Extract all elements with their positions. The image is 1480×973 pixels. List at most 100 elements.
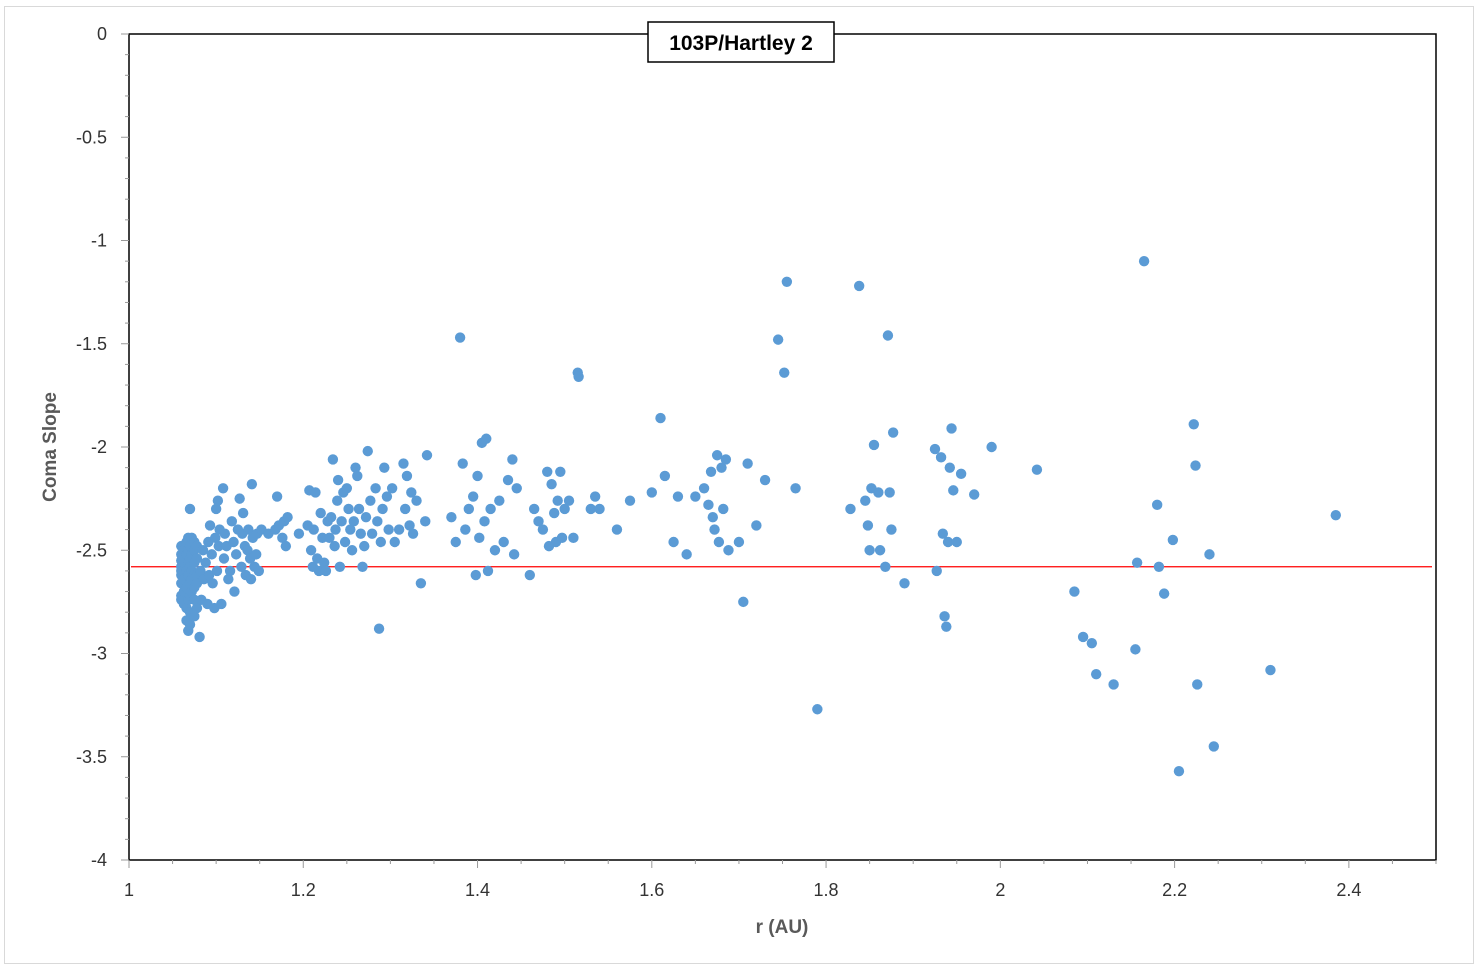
data-point	[655, 412, 666, 424]
data-point	[1158, 588, 1170, 599]
data-point	[194, 631, 205, 643]
data-point	[507, 454, 518, 465]
data-point	[375, 536, 387, 548]
data-point	[556, 532, 568, 544]
data-point	[308, 524, 319, 535]
y-tick-label: -3	[91, 644, 107, 664]
data-point	[400, 503, 411, 515]
data-point	[508, 549, 520, 560]
plot-area	[128, 33, 1437, 861]
data-point	[341, 483, 353, 494]
y-axis: 0 -0.5 -1 -1.5 -2 -2.5 -3 -3.5 -4	[76, 24, 129, 870]
x-tick-label: 1.6	[639, 880, 664, 900]
data-point	[1138, 255, 1150, 267]
chart-title-box: 103P/Hartley 2	[647, 21, 835, 63]
data-point	[365, 495, 376, 506]
data-point	[1130, 644, 1141, 655]
data-point	[759, 474, 771, 486]
data-point	[212, 495, 224, 506]
data-point	[498, 536, 509, 548]
data-point	[277, 532, 288, 544]
data-point	[624, 495, 636, 506]
data-point	[203, 569, 215, 581]
y-tick-label: -0.5	[76, 127, 107, 147]
data-point	[812, 704, 823, 715]
data-points	[176, 255, 1341, 777]
data-point	[709, 524, 720, 535]
data-point	[1265, 664, 1276, 676]
data-point	[479, 516, 490, 527]
data-point	[481, 433, 492, 444]
data-point	[711, 450, 723, 461]
data-point	[373, 623, 385, 634]
data-point	[224, 565, 236, 577]
data-point	[393, 524, 405, 535]
data-point	[568, 532, 579, 544]
x-tick-label: 2.2	[1162, 880, 1187, 900]
data-point	[310, 487, 321, 498]
data-point	[189, 611, 200, 622]
y-tick-label: -1.5	[76, 334, 107, 354]
data-point	[383, 524, 394, 535]
data-point	[546, 478, 557, 490]
data-point	[716, 462, 727, 473]
data-point	[271, 491, 283, 502]
data-point	[733, 536, 745, 548]
data-point	[489, 545, 501, 556]
data-point	[698, 483, 710, 494]
data-point	[467, 491, 479, 502]
data-point	[211, 565, 223, 577]
data-point	[200, 557, 211, 568]
x-tick-label: 1.2	[291, 880, 316, 900]
data-point	[781, 276, 793, 287]
data-point	[1173, 766, 1185, 777]
data-point	[386, 483, 398, 494]
data-point	[880, 561, 891, 572]
data-point	[720, 454, 732, 465]
data-point	[401, 470, 413, 482]
data-point	[228, 536, 239, 548]
data-point	[868, 439, 880, 451]
y-tick-label: -2	[91, 437, 107, 457]
data-point	[853, 280, 865, 292]
data-point	[305, 545, 317, 556]
data-point	[1069, 586, 1080, 597]
data-point	[772, 334, 784, 345]
data-point	[336, 516, 347, 527]
data-point	[935, 452, 947, 463]
data-point	[450, 536, 461, 548]
data-point	[253, 565, 265, 577]
data-point	[315, 507, 326, 519]
data-point	[446, 512, 457, 523]
data-point	[864, 545, 875, 556]
data-point	[718, 503, 729, 515]
data-point	[884, 487, 895, 498]
data-point	[350, 462, 361, 473]
data-point	[1192, 679, 1203, 690]
y-tick-label: -4	[91, 850, 107, 870]
data-point	[330, 524, 341, 535]
data-point	[542, 466, 553, 477]
data-point	[929, 443, 941, 455]
data-point	[362, 445, 373, 457]
data-point	[216, 598, 227, 610]
data-point	[573, 371, 584, 382]
data-point	[184, 503, 196, 515]
data-point	[494, 495, 505, 506]
data-point	[184, 619, 196, 630]
data-point	[882, 330, 894, 341]
data-point	[339, 536, 351, 548]
data-point	[941, 621, 952, 632]
data-point	[197, 545, 209, 556]
data-point	[282, 512, 293, 523]
data-point	[1208, 741, 1220, 752]
data-point	[411, 495, 422, 506]
data-point	[223, 573, 234, 585]
data-point	[332, 474, 344, 486]
data-point	[1077, 631, 1089, 643]
data-point	[552, 495, 563, 506]
data-point	[191, 602, 203, 614]
data-point	[357, 561, 368, 572]
data-point	[204, 520, 216, 531]
